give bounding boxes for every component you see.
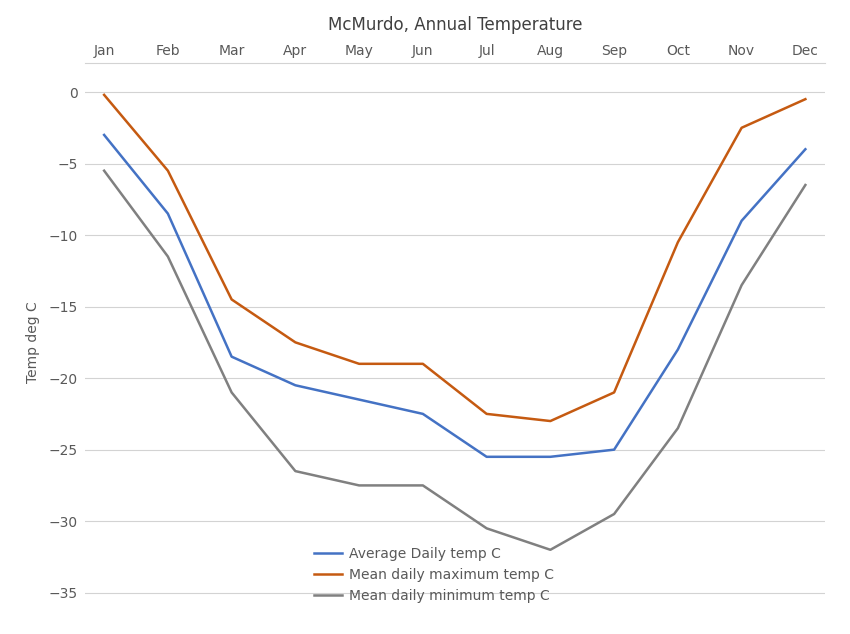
Mean daily maximum temp C <box>162 167 173 174</box>
Average Daily temp C <box>417 410 428 418</box>
Mean daily minimum temp C <box>481 524 491 532</box>
Average Daily temp C <box>609 446 619 453</box>
Average Daily temp C <box>481 453 491 461</box>
Mean daily minimum temp C <box>672 424 683 432</box>
Mean daily minimum temp C <box>290 467 301 475</box>
Average Daily temp C <box>290 382 301 389</box>
Line: Mean daily minimum temp C: Mean daily minimum temp C <box>104 171 805 550</box>
Mean daily maximum temp C <box>736 124 746 132</box>
Mean daily maximum temp C <box>546 417 556 425</box>
Average Daily temp C <box>162 210 173 217</box>
Mean daily minimum temp C <box>354 482 364 489</box>
Mean daily maximum temp C <box>481 410 491 418</box>
Mean daily minimum temp C <box>736 281 746 289</box>
Line: Mean daily maximum temp C: Mean daily maximum temp C <box>104 95 805 421</box>
Mean daily maximum temp C <box>99 91 109 99</box>
Average Daily temp C <box>546 453 556 461</box>
Average Daily temp C <box>672 346 683 353</box>
Mean daily minimum temp C <box>417 482 428 489</box>
Mean daily maximum temp C <box>800 95 810 103</box>
Mean daily maximum temp C <box>609 389 619 396</box>
Legend: Average Daily temp C, Mean daily maximum temp C, Mean daily minimum temp C: Average Daily temp C, Mean daily maximum… <box>314 547 553 603</box>
Average Daily temp C <box>226 353 236 361</box>
Mean daily maximum temp C <box>417 360 428 368</box>
Mean daily minimum temp C <box>546 546 556 553</box>
Average Daily temp C <box>99 131 109 139</box>
Mean daily maximum temp C <box>290 339 301 346</box>
Mean daily maximum temp C <box>354 360 364 368</box>
Y-axis label: Temp deg C: Temp deg C <box>26 302 41 383</box>
Title: McMurdo, Annual Temperature: McMurdo, Annual Temperature <box>327 16 582 34</box>
Mean daily minimum temp C <box>226 389 236 396</box>
Mean daily minimum temp C <box>162 253 173 261</box>
Average Daily temp C <box>354 396 364 403</box>
Mean daily minimum temp C <box>99 167 109 174</box>
Line: Average Daily temp C: Average Daily temp C <box>104 135 805 457</box>
Mean daily maximum temp C <box>226 295 236 303</box>
Average Daily temp C <box>800 145 810 153</box>
Mean daily minimum temp C <box>609 510 619 518</box>
Mean daily maximum temp C <box>672 238 683 246</box>
Average Daily temp C <box>736 217 746 224</box>
Mean daily minimum temp C <box>800 181 810 189</box>
